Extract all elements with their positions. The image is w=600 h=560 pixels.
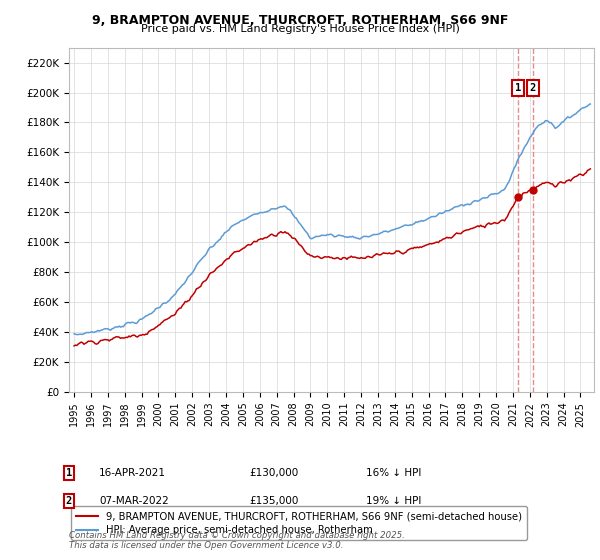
Text: 07-MAR-2022: 07-MAR-2022 [99,496,169,506]
Text: Contains HM Land Registry data © Crown copyright and database right 2025.
This d: Contains HM Land Registry data © Crown c… [69,531,405,550]
Text: 19% ↓ HPI: 19% ↓ HPI [366,496,421,506]
Text: 2: 2 [530,83,536,93]
Text: 16% ↓ HPI: 16% ↓ HPI [366,468,421,478]
Text: £130,000: £130,000 [249,468,298,478]
Text: 1: 1 [66,468,72,478]
Text: Price paid vs. HM Land Registry's House Price Index (HPI): Price paid vs. HM Land Registry's House … [140,24,460,34]
Legend: 9, BRAMPTON AVENUE, THURCROFT, ROTHERHAM, S66 9NF (semi-detached house), HPI: Av: 9, BRAMPTON AVENUE, THURCROFT, ROTHERHAM… [71,506,527,540]
Text: 2: 2 [66,496,72,506]
Text: 9, BRAMPTON AVENUE, THURCROFT, ROTHERHAM, S66 9NF: 9, BRAMPTON AVENUE, THURCROFT, ROTHERHAM… [92,14,508,27]
Text: 1: 1 [515,83,521,93]
Text: £135,000: £135,000 [249,496,298,506]
Text: 16-APR-2021: 16-APR-2021 [99,468,166,478]
